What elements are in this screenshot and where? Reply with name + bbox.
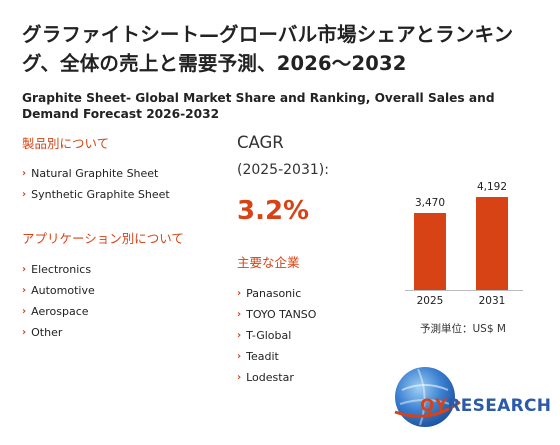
chevron-right-icon: › [22,264,27,275]
bar-2025 [414,213,446,290]
cagr-label: CAGR [237,133,284,152]
chart-baseline [405,290,523,291]
chevron-right-icon: › [22,327,27,338]
list-item: › Automotive [22,281,95,302]
page-title-english: Graphite Sheet- Global Market Share and … [22,91,495,121]
application-label: Automotive [31,284,95,297]
companies-heading: 主要な企業 [237,255,300,270]
company-label: T-Global [246,329,292,342]
chevron-right-icon: › [237,330,242,341]
page-title-japanese: グラファイトシート—グローバル市場シェアとランキング、全体の売上と需要予測、20… [22,23,514,75]
company-label: Teadit [246,350,279,363]
qyresearch-logo [394,367,461,427]
logo-text-qy: QY [420,396,448,416]
chart-unit-label: 予測単位：US$ M [420,323,506,335]
products-heading: 製品別について [22,136,110,151]
list-item: › Synthetic Graphite Sheet [22,185,170,206]
applications-list: › Electronics › Automotive › Aerospace › Oth… [22,260,95,344]
chevron-right-icon: › [237,351,242,362]
product-label: Synthetic Graphite Sheet [31,188,170,201]
application-label: Electronics [31,263,92,276]
company-label: TOYO TANSO [246,308,317,321]
products-list: › Natural Graphite Sheet › Synthetic Graph… [22,164,170,206]
cagr-value: 3.2% [237,196,310,226]
chevron-right-icon: › [237,309,242,320]
applications-heading: アプリケーション別について [22,231,184,246]
list-item: › Natural Graphite Sheet [22,164,170,185]
bar-value-label: 4,192 [476,181,508,193]
product-label: Natural Graphite Sheet [31,167,159,180]
list-item: › TOYO TANSO [237,305,316,326]
list-item: › Panasonic [237,284,316,305]
bar-category-label: 2025 [416,295,444,307]
logo-text-research: RESEARCH [447,396,552,416]
chevron-right-icon: › [237,288,242,299]
bar-value-label: 3,470 [414,197,446,209]
chevron-right-icon: › [22,189,27,200]
companies-list: › Panasonic › TOYO TANSO › T-Global › Teadit… [237,284,316,389]
company-label: Panasonic [246,287,302,300]
list-item: › Aerospace [22,302,95,323]
cagr-period: (2025-2031): [237,162,329,178]
list-item: › Electronics [22,260,95,281]
bar-2031 [476,197,508,290]
list-item: › Other [22,323,95,344]
chevron-right-icon: › [22,285,27,296]
chevron-right-icon: › [237,372,242,383]
list-item: › T-Global [237,326,316,347]
chevron-right-icon: › [22,306,27,317]
application-label: Aerospace [31,305,89,318]
application-label: Other [31,326,63,339]
logo-text: QYRESEARCH [420,396,551,416]
chevron-right-icon: › [22,168,27,179]
bar-category-label: 2031 [478,295,506,307]
company-label: Lodestar [246,371,294,384]
list-item: › Lodestar [237,368,316,389]
list-item: › Teadit [237,347,316,368]
